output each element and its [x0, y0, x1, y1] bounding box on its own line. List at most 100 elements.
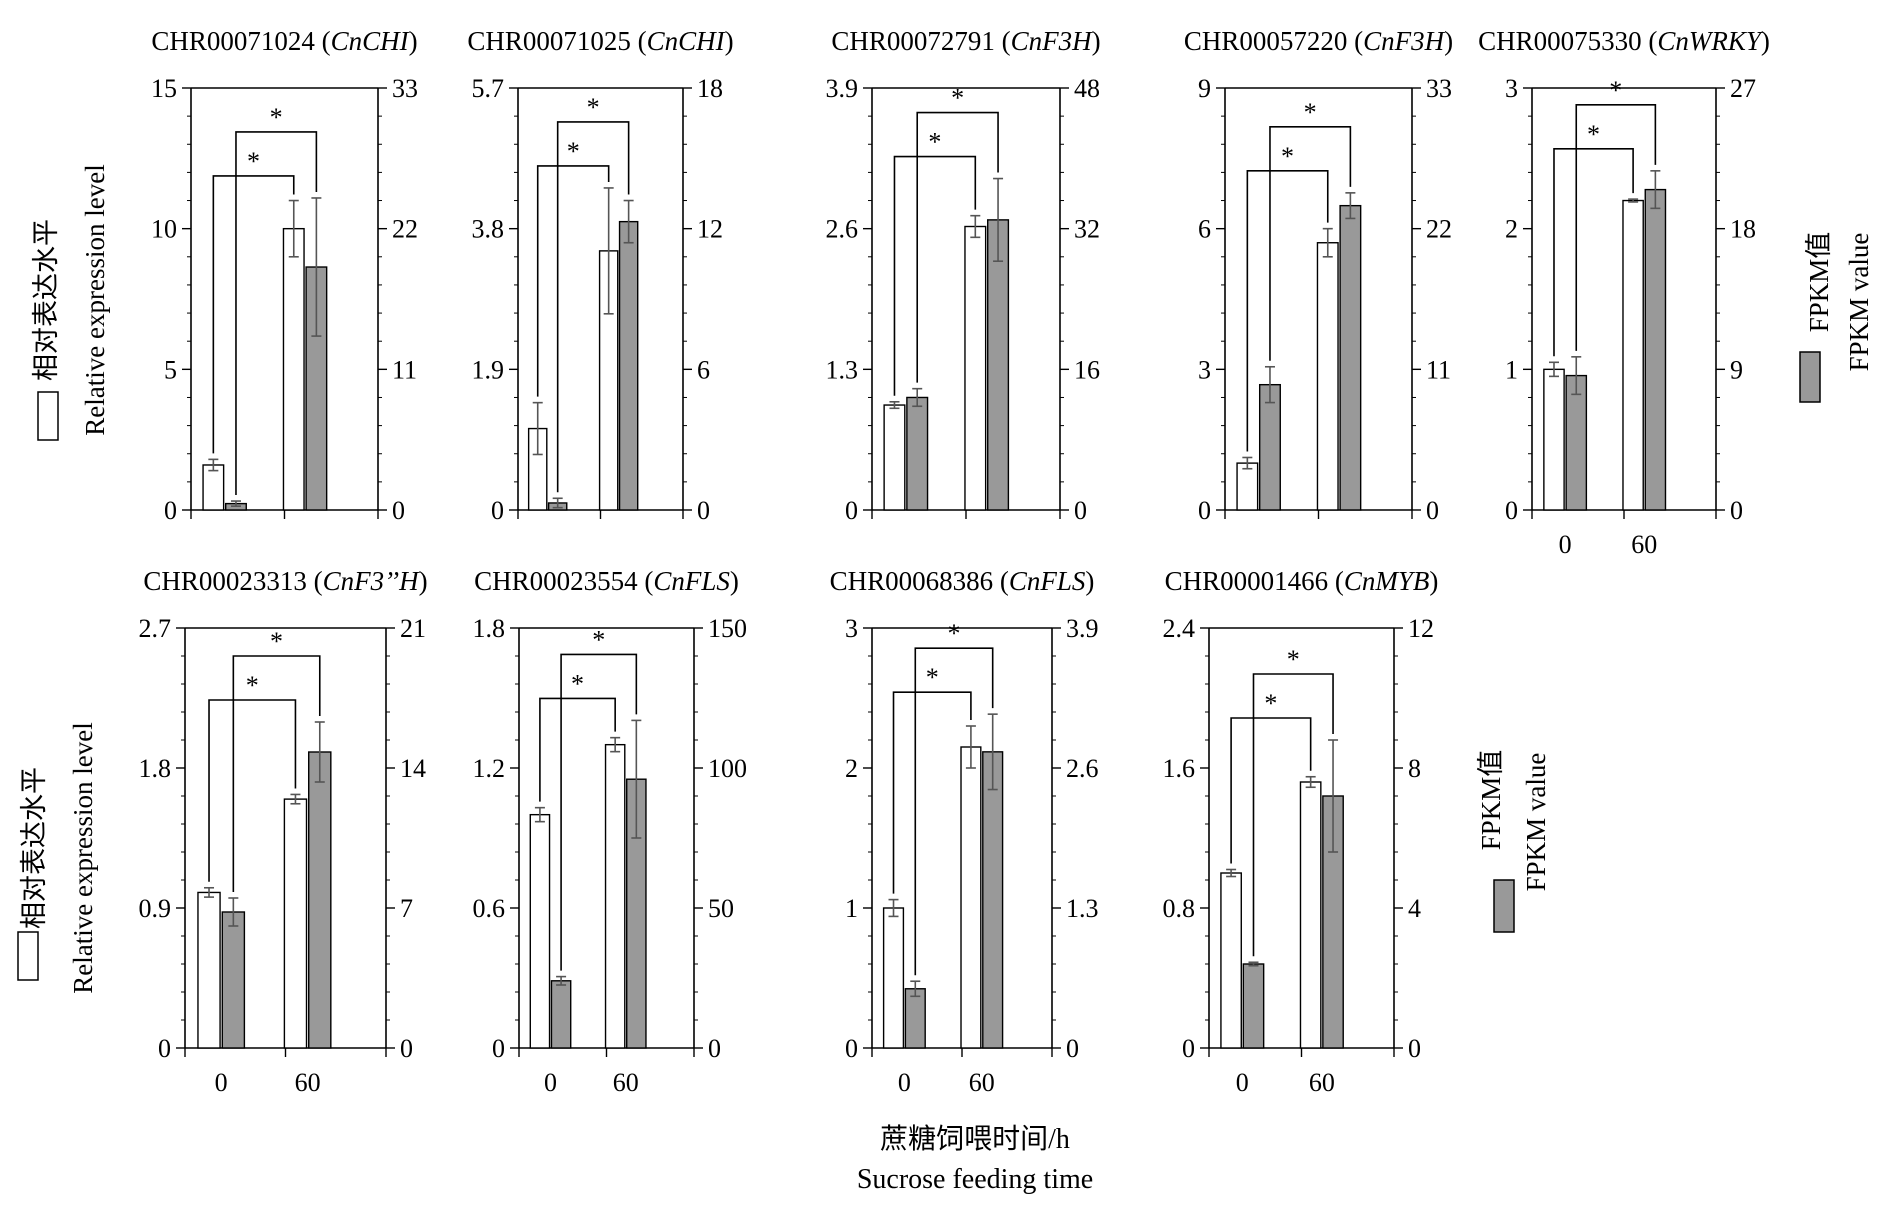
panel-title: CHR00068386 (CnFLS) [830, 566, 1095, 596]
fpkm-bar [987, 219, 1010, 511]
significance-star: * [1587, 120, 1600, 149]
right-tick-label: 9 [1730, 355, 1743, 384]
expression-bar [1236, 462, 1259, 511]
panel-title-open: ( [1328, 566, 1344, 596]
significance-star: * [1304, 98, 1317, 127]
right-tick-label: 7 [400, 894, 413, 923]
x-title-cn: 蔗糖饲喂时间/h [880, 1123, 1070, 1155]
significance-star: * [1264, 689, 1277, 718]
left-y-title-en-2: Relative expression level [68, 722, 98, 993]
left-tick-label: 0.9 [139, 894, 172, 923]
fpkm-bar [906, 396, 929, 511]
panel-title-open: ( [995, 26, 1011, 56]
left-tick-label: 2 [1505, 215, 1518, 244]
left-tick-label: 10 [151, 215, 177, 244]
panel-title-open: ( [993, 566, 1009, 596]
chart-panel-CHR00072791: CHR00072791 (CnF3H) 0 1.3 2.6 3.9 0 16 32 48 * * [826, 26, 1101, 525]
right-y-title-cn-2: FPKM值 [1476, 750, 1506, 851]
left-tick-label: 1.6 [1163, 754, 1196, 783]
left-tick-label: 2.7 [139, 614, 172, 643]
right-tick-label: 16 [1074, 355, 1100, 384]
left-tick-label: 1.8 [139, 754, 172, 783]
panel-title-id: CHR00023313 [143, 566, 307, 596]
significance-star: * [567, 137, 580, 166]
right-tick-label: 12 [697, 215, 723, 244]
panel-title-close: ) [419, 566, 428, 596]
right-tick-label: 18 [697, 74, 723, 103]
right-tick-label: 21 [400, 614, 426, 643]
panel-title-gene: CnF3’’H [323, 566, 420, 596]
legend-swatch-expression-2 [17, 931, 39, 981]
left-tick-label: 0 [1182, 1034, 1195, 1063]
fpkm-bar [1242, 963, 1265, 1049]
significance-star: * [947, 619, 960, 648]
fpkm-bar [221, 911, 246, 1049]
panel-title: CHR00072791 (CnF3H) [831, 26, 1100, 56]
fpkm-bar [1644, 188, 1667, 511]
panel-title-close: ) [1085, 566, 1094, 596]
right-tick-label: 0 [697, 496, 710, 525]
significance-star: * [246, 671, 259, 700]
panel-title-close: ) [725, 26, 734, 56]
left-tick-label: 1.8 [473, 614, 506, 643]
legend-swatch-fpkm-2 [1493, 879, 1515, 933]
left-tick-label: 6 [1198, 215, 1211, 244]
significance-star: * [571, 669, 584, 698]
panel-title-close: ) [409, 26, 418, 56]
left-tick-label: 0.6 [473, 894, 506, 923]
panel-title-open: ( [1642, 26, 1658, 56]
chart-panel-CHR00057220: CHR00057220 (CnF3H) 0 3 6 9 0 11 22 33 * * [1184, 26, 1453, 525]
right-tick-label: 14 [400, 754, 426, 783]
panel-title-gene: CnF3H [1363, 26, 1446, 56]
x-category-label: 0 [215, 1068, 228, 1097]
right-tick-label: 22 [1426, 215, 1452, 244]
x-category-label: 0 [1559, 530, 1572, 559]
left-tick-label: 0 [845, 1034, 858, 1063]
significance-bracket [208, 699, 297, 882]
right-tick-label: 11 [392, 355, 417, 384]
significance-star: * [1281, 142, 1294, 171]
left-y-title-cn-2: 相对表达水平 [19, 767, 49, 929]
right-tick-label: 0 [708, 1034, 721, 1063]
panel-title-gene: CnF3H [1011, 26, 1094, 56]
expression-bar [202, 464, 225, 511]
left-tick-label: 1 [1505, 355, 1518, 384]
x-category-label: 60 [1631, 530, 1657, 559]
significance-bracket [212, 175, 295, 454]
right-tick-label: 100 [708, 754, 747, 783]
expression-bar [960, 746, 982, 1049]
panel-title-id: CHR00001466 [1165, 566, 1329, 596]
panel-title: CHR00057220 (CnF3H) [1184, 26, 1453, 56]
right-tick-label: 27 [1730, 74, 1756, 103]
panel-title-close: ) [1092, 26, 1101, 56]
panel-title-open: ( [315, 26, 331, 56]
left-tick-label: 0 [492, 1034, 505, 1063]
right-tick-label: 18 [1730, 215, 1756, 244]
expression-bar [882, 907, 905, 1049]
right-tick-label: 6 [697, 355, 710, 384]
right-tick-label: 0 [1408, 1034, 1421, 1063]
chart-panel-CHR00023554: CHR00023554 (CnFLS) 0 0.6 1.2 1.8 0 50 100 150 * *… [473, 566, 748, 1097]
fpkm-bar [904, 988, 926, 1049]
fpkm-bar [308, 751, 332, 1049]
right-tick-label: 4 [1408, 894, 1421, 923]
significance-star: * [270, 103, 283, 132]
panel-title: CHR00071025 (CnCHI) [467, 26, 733, 56]
right-tick-label: 0 [1074, 496, 1087, 525]
right-y-title-cn: FPKM值 [1804, 232, 1834, 333]
significance-bracket [1575, 104, 1657, 351]
significance-star: * [1287, 645, 1300, 674]
left-tick-label: 0 [1198, 496, 1211, 525]
expression-bar [529, 813, 551, 1049]
panel-title-gene: CnCHI [647, 26, 727, 56]
panel-title-id: CHR00071024 [151, 26, 315, 56]
panel-title-close: ) [730, 566, 739, 596]
significance-star: * [926, 663, 939, 692]
x-category-label: 60 [613, 1068, 639, 1097]
left-y-title-cn: 相对表达水平 [31, 219, 61, 381]
right-tick-label: 150 [708, 614, 747, 643]
significance-bracket [536, 165, 610, 397]
significance-bracket [893, 155, 977, 396]
panel-title-gene: CnCHI [331, 26, 411, 56]
